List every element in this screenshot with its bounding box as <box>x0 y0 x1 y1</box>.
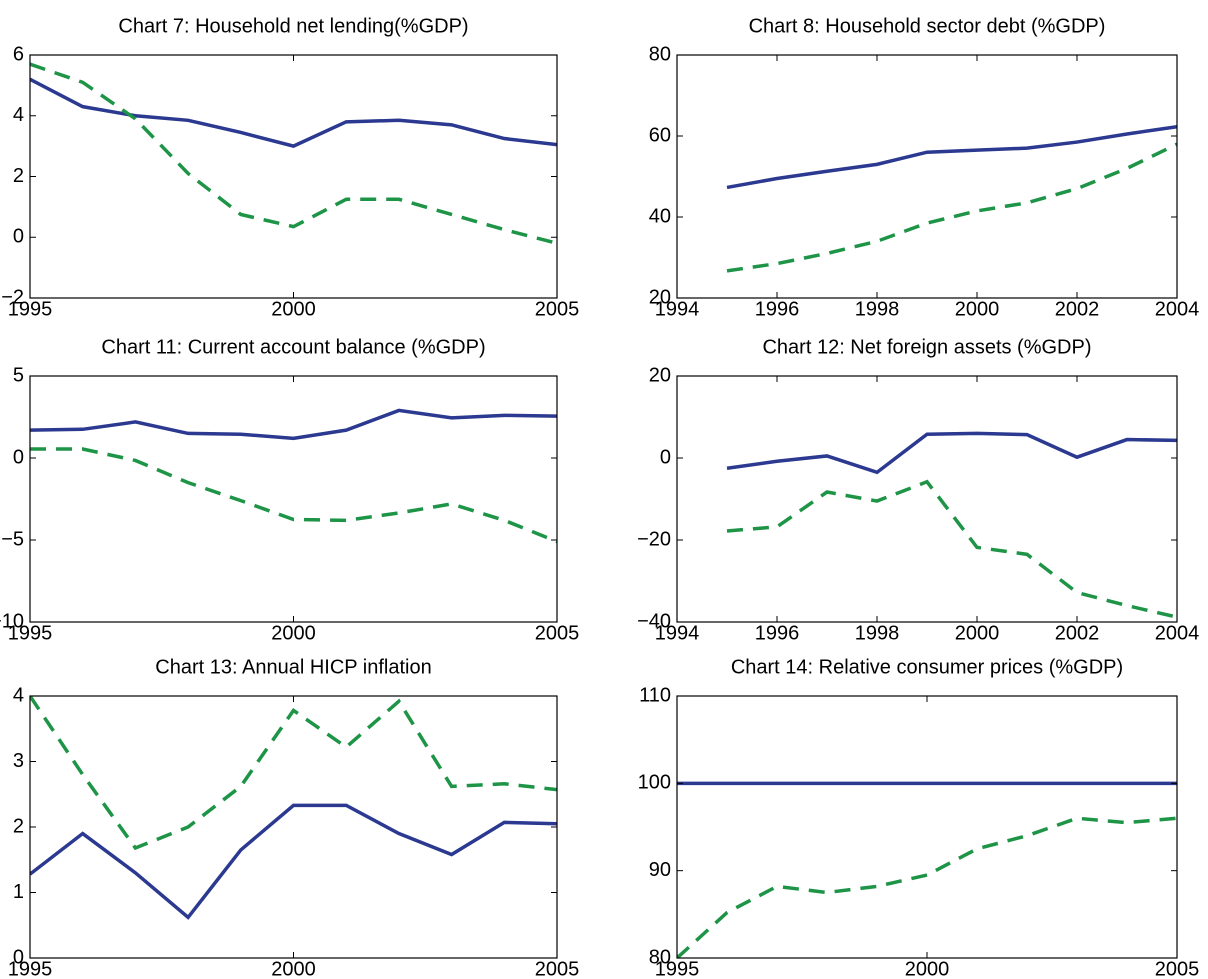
x-tick-label: 2000 <box>955 622 1000 644</box>
y-tick-label: 4 <box>13 104 24 126</box>
y-tick-label: 20 <box>649 364 671 386</box>
y-tick-label: 0 <box>660 446 671 468</box>
y-tick-label: 6 <box>13 43 24 65</box>
plot-frame <box>676 54 1178 299</box>
x-tick-label: 1995 <box>8 958 53 979</box>
y-tick-label: 0 <box>13 226 24 248</box>
x-tick-label: 2005 <box>535 622 580 644</box>
chart-title: Chart 12: Net foreign assets (%GDP) <box>762 336 1091 358</box>
x-tick-label: 1994 <box>655 622 700 644</box>
y-tick-label: 90 <box>649 859 671 881</box>
y-tick-label: −10 <box>0 610 24 632</box>
chart-title: Chart 11: Current account balance (%GDP) <box>101 336 485 358</box>
data-line <box>30 77 557 148</box>
x-tick-label: 2004 <box>1155 622 1200 644</box>
data-line <box>726 431 1177 475</box>
x-tick-label: 2000 <box>271 958 316 979</box>
y-tick-label: −5 <box>1 528 24 550</box>
plot-frame <box>29 695 558 959</box>
chart-title: Chart 7: Household net lending(%GDP) <box>118 15 468 37</box>
x-tick-label: 1998 <box>855 298 900 320</box>
x-tick-label: 2000 <box>955 298 1000 320</box>
y-tick-label: 20 <box>649 286 671 308</box>
y-tick-label: 0 <box>13 446 24 468</box>
data-line <box>726 479 1177 619</box>
data-line <box>30 696 557 851</box>
data-line <box>726 142 1177 273</box>
y-tick-label: 60 <box>649 124 671 146</box>
y-tick-label: 100 <box>638 772 671 794</box>
x-tick-label: 2000 <box>905 958 950 979</box>
x-tick-label: 2002 <box>1055 622 1100 644</box>
plot-frame <box>676 695 1178 959</box>
x-tick-label: 2004 <box>1155 298 1200 320</box>
x-tick-label: 2000 <box>271 298 316 320</box>
plot-frame <box>29 54 558 299</box>
x-tick-label: 1994 <box>655 298 700 320</box>
x-tick-label: 1996 <box>755 298 800 320</box>
data-line <box>677 816 1177 958</box>
y-tick-label: −20 <box>637 528 671 550</box>
x-tick-label: 1996 <box>755 622 800 644</box>
x-tick-label: 1998 <box>855 622 900 644</box>
data-line <box>30 62 557 246</box>
x-tick-label: 2005 <box>535 298 580 320</box>
y-tick-label: −2 <box>1 286 24 308</box>
chart-title: Chart 8: Household sector debt (%GDP) <box>749 15 1106 37</box>
x-tick-label: 2005 <box>535 958 580 979</box>
y-tick-label: 1 <box>13 881 24 903</box>
y-tick-label: 5 <box>13 364 24 386</box>
data-line <box>726 124 1177 190</box>
y-tick-label: 110 <box>639 684 671 706</box>
chart-title: Chart 13: Annual HICP inflation <box>155 656 431 678</box>
x-tick-label: 2000 <box>271 622 316 644</box>
plot-frame <box>676 375 1178 623</box>
x-tick-label: 1995 <box>655 958 700 979</box>
y-tick-label: 80 <box>649 946 671 968</box>
y-tick-label: 80 <box>649 43 671 65</box>
y-tick-label: 2 <box>13 165 24 187</box>
chart-title: Chart 14: Relative consumer prices (%GDP… <box>731 656 1123 678</box>
y-tick-label: 40 <box>649 205 671 227</box>
x-tick-label: 2005 <box>1155 958 1200 979</box>
data-line <box>30 408 557 441</box>
x-tick-label: 1995 <box>8 622 53 644</box>
data-line <box>30 447 557 544</box>
y-tick-label: −40 <box>637 610 671 632</box>
y-tick-label: 4 <box>13 684 24 706</box>
data-line <box>30 803 557 920</box>
y-tick-label: 3 <box>13 750 24 772</box>
x-tick-label: 1995 <box>8 298 53 320</box>
x-tick-label: 2002 <box>1055 298 1100 320</box>
y-tick-label: 2 <box>13 815 24 837</box>
y-tick-label: 0 <box>13 946 24 968</box>
plot-frame <box>29 375 558 623</box>
